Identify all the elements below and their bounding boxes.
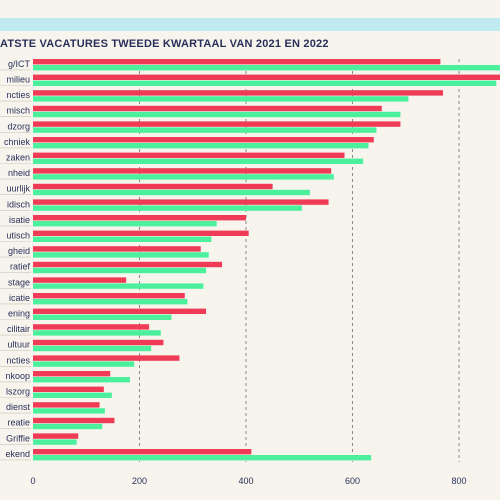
bar-2022 — [33, 59, 441, 65]
bar-2021 — [33, 408, 105, 414]
bar-2022 — [33, 324, 150, 330]
bar-2021 — [33, 267, 207, 274]
bar-2021 — [33, 361, 135, 367]
category-label: ncties — [6, 90, 30, 100]
bar-2021 — [33, 111, 401, 118]
bar-2022 — [33, 183, 273, 190]
bar-2022 — [33, 371, 111, 377]
bar-2022 — [33, 121, 401, 127]
bar-2021 — [33, 330, 161, 336]
bar-2022 — [33, 168, 332, 174]
category-label: reatie — [7, 418, 30, 428]
bar-2022 — [33, 261, 223, 268]
bar-2022 — [33, 230, 249, 236]
bar-2021 — [33, 96, 409, 102]
category-label: ekend — [5, 449, 30, 459]
category-label: ratief — [10, 262, 31, 272]
bar-2022 — [33, 90, 444, 96]
bar-2022 — [33, 74, 500, 80]
category-label: dienst — [6, 402, 31, 412]
bar-2021 — [33, 65, 500, 71]
chart-title: ATSTE VACATURES TWEEDE KWARTAAL VAN 2021… — [0, 38, 329, 50]
category-label: Griffie — [6, 433, 30, 443]
bar-2021 — [33, 299, 188, 305]
bar-2021 — [33, 455, 372, 461]
bar-2021 — [33, 80, 497, 86]
bar-2022 — [33, 308, 207, 314]
x-tick-label: 800 — [451, 476, 466, 486]
category-label: utisch — [6, 231, 30, 241]
bar-2021 — [33, 423, 103, 430]
bar-2022 — [33, 433, 79, 439]
bar-2022 — [33, 152, 345, 158]
bar-2022 — [33, 277, 127, 283]
bar-2021 — [33, 314, 172, 320]
bar-2021 — [33, 127, 377, 133]
category-label: gheid — [8, 246, 30, 256]
bar-2022 — [33, 215, 246, 221]
bar-2021 — [33, 252, 209, 258]
category-label: ncties — [6, 355, 30, 365]
category-label: misch — [6, 106, 30, 116]
bar-2022 — [33, 417, 115, 424]
bar-2022 — [33, 355, 180, 361]
bar-2021 — [33, 345, 152, 352]
category-label: zaken — [6, 153, 30, 163]
category-label: ultuur — [7, 340, 30, 350]
bar-2021 — [33, 205, 302, 211]
category-label: ening — [8, 309, 30, 319]
bar-2022 — [33, 339, 164, 346]
category-label: lszorg — [6, 387, 30, 397]
category-label: icatie — [9, 293, 30, 303]
category-label: uurlijk — [6, 184, 30, 194]
bar-2021 — [33, 221, 217, 227]
category-label: cilitair — [7, 324, 30, 334]
category-label: isatie — [9, 215, 30, 225]
bar-2021 — [33, 236, 212, 242]
bar-2021 — [33, 392, 112, 398]
category-label: stage — [8, 277, 30, 287]
category-label: dzorg — [7, 121, 30, 131]
category-label: idisch — [7, 199, 30, 209]
bar-2022 — [33, 137, 374, 143]
bar-2021 — [33, 143, 369, 149]
category-label: g/ICT — [8, 59, 31, 69]
x-tick-label: 400 — [238, 476, 253, 486]
bar-2021 — [33, 189, 310, 196]
category-label: nheid — [8, 168, 30, 178]
category-label: nkoop — [5, 371, 30, 381]
bar-2021 — [33, 439, 77, 445]
bar-2022 — [33, 386, 104, 392]
category-label: chniek — [4, 137, 31, 147]
x-tick-label: 200 — [132, 476, 147, 486]
bar-2021 — [33, 377, 130, 383]
bar-2022 — [33, 402, 100, 408]
bar-2021 — [33, 174, 334, 180]
x-tick-label: 600 — [345, 476, 360, 486]
x-tick-label: 0 — [30, 476, 35, 486]
bar-2022 — [33, 199, 329, 205]
bar-2022 — [33, 105, 382, 112]
bar-2021 — [33, 283, 204, 289]
bar-2022 — [33, 293, 185, 299]
category-label: milieu — [6, 75, 30, 85]
bar-2022 — [33, 449, 252, 455]
header-band — [0, 18, 500, 31]
bar-2021 — [33, 158, 364, 164]
bar-2022 — [33, 246, 201, 252]
